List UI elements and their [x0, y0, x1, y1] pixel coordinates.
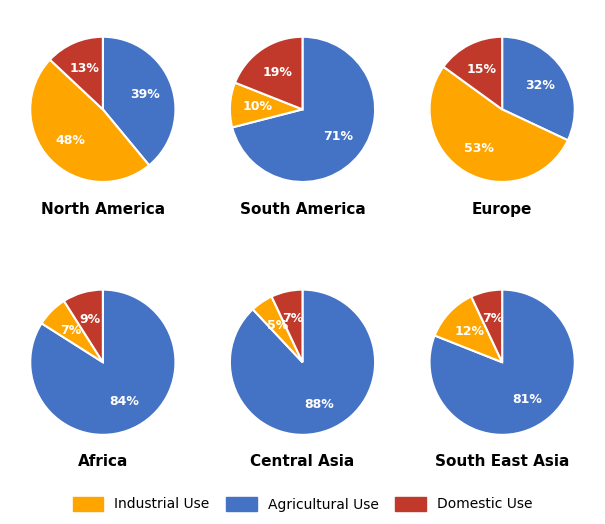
Wedge shape — [232, 37, 375, 182]
Text: 12%: 12% — [454, 325, 485, 338]
Wedge shape — [434, 297, 502, 362]
Text: 9%: 9% — [80, 312, 101, 325]
Text: 7%: 7% — [482, 312, 503, 325]
Text: 71%: 71% — [323, 130, 353, 144]
Legend: Industrial Use, Agricultural Use, Domestic Use: Industrial Use, Agricultural Use, Domest… — [67, 491, 538, 517]
Text: 7%: 7% — [60, 324, 82, 337]
Wedge shape — [253, 297, 302, 362]
Wedge shape — [430, 67, 568, 182]
Title: South America: South America — [240, 202, 365, 216]
Title: Central Asia: Central Asia — [250, 454, 355, 470]
Text: 10%: 10% — [243, 100, 273, 113]
Wedge shape — [502, 37, 575, 140]
Text: 53%: 53% — [464, 141, 494, 155]
Wedge shape — [443, 37, 502, 110]
Wedge shape — [42, 301, 103, 362]
Text: 48%: 48% — [55, 134, 85, 147]
Text: 19%: 19% — [262, 66, 292, 79]
Wedge shape — [64, 290, 103, 362]
Wedge shape — [30, 60, 149, 182]
Title: South East Asia: South East Asia — [435, 454, 569, 470]
Wedge shape — [272, 290, 302, 362]
Title: Europe: Europe — [472, 202, 532, 216]
Text: 84%: 84% — [110, 395, 140, 408]
Text: 7%: 7% — [282, 312, 303, 325]
Text: 15%: 15% — [466, 63, 497, 76]
Title: North America: North America — [41, 202, 165, 216]
Text: 88%: 88% — [304, 398, 334, 411]
Wedge shape — [430, 290, 575, 435]
Text: 39%: 39% — [130, 88, 160, 101]
Wedge shape — [230, 290, 375, 435]
Text: 32%: 32% — [525, 79, 555, 92]
Wedge shape — [103, 37, 175, 165]
Wedge shape — [230, 83, 302, 127]
Text: 81%: 81% — [512, 393, 543, 406]
Wedge shape — [235, 37, 302, 110]
Title: Africa: Africa — [77, 454, 128, 470]
Wedge shape — [471, 290, 502, 362]
Wedge shape — [50, 37, 103, 110]
Text: 5%: 5% — [267, 319, 288, 332]
Wedge shape — [30, 290, 175, 435]
Text: 13%: 13% — [70, 61, 100, 74]
